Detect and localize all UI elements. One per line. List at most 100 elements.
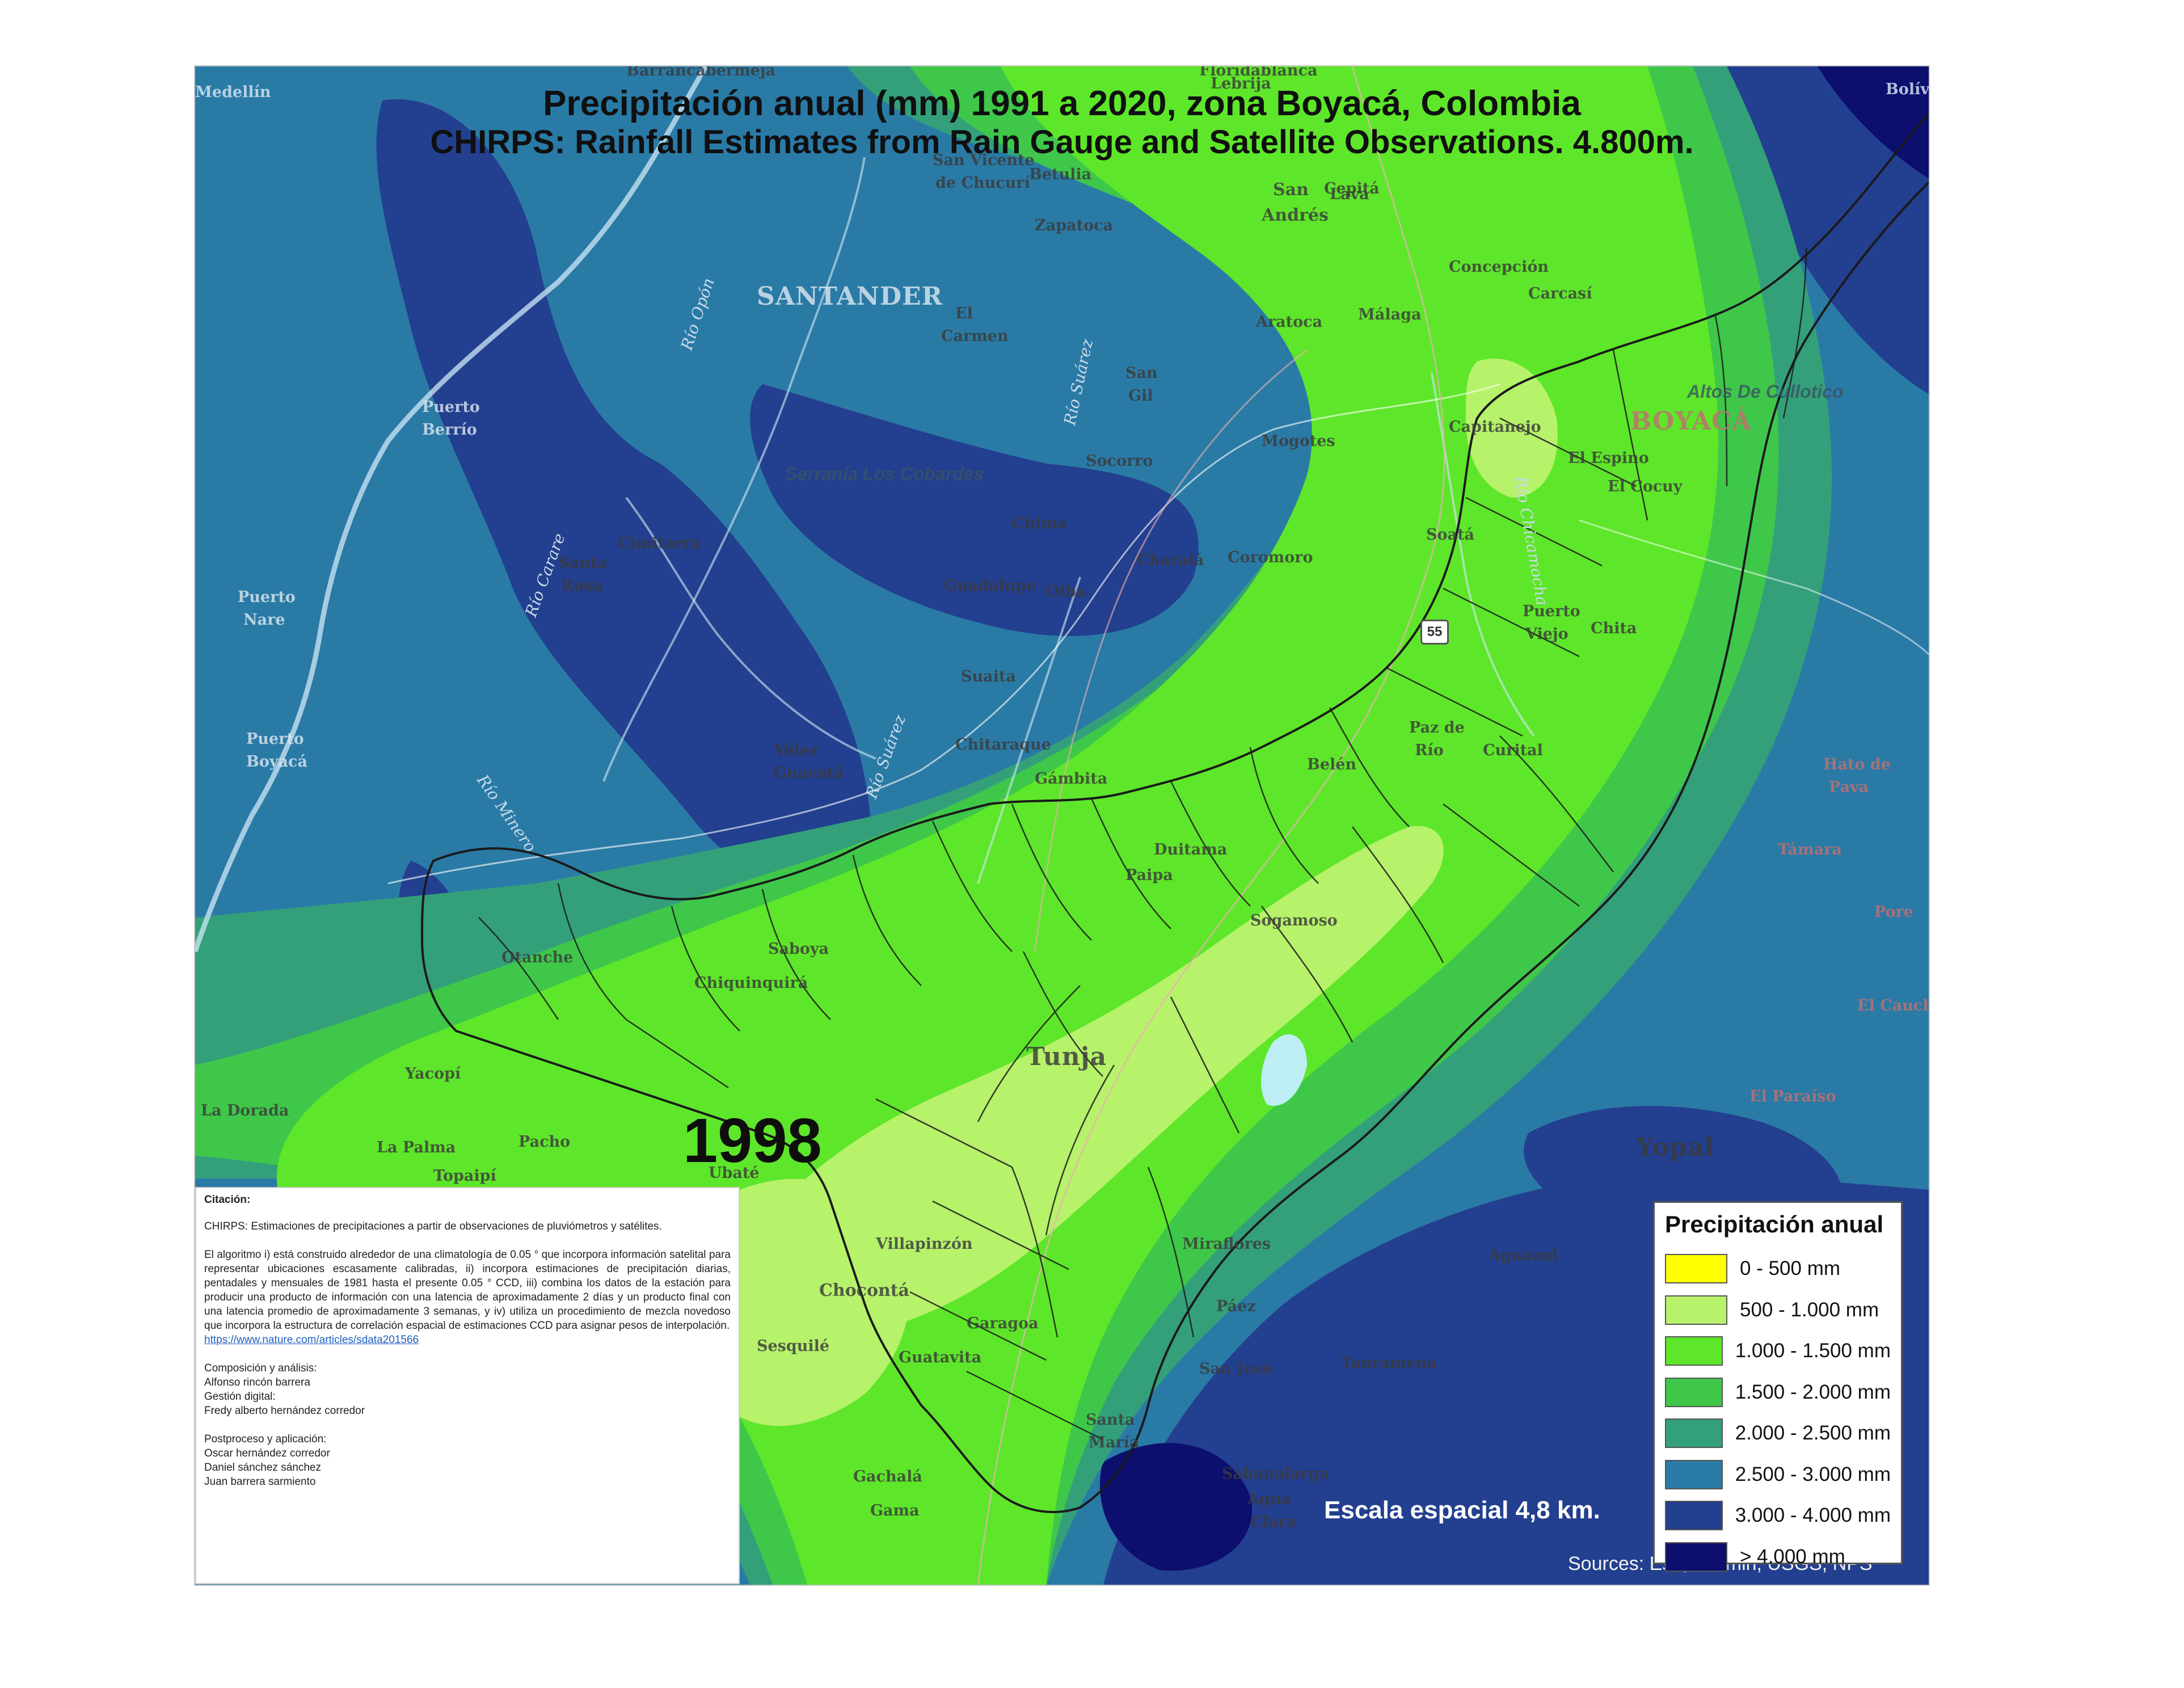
label-miraflores: Miraflores — [1182, 1235, 1271, 1253]
legend-label: 2.500 - 3.000 mm — [1735, 1463, 1891, 1485]
composition-name: Alfonso rincón barrera — [204, 1377, 310, 1388]
label-velez: Vélez — [774, 742, 819, 759]
legend-swatch — [1665, 1501, 1723, 1531]
digital-name: Fredy alberto hernández corredor — [204, 1405, 365, 1417]
label-santa-rosa-1: Santa — [558, 554, 608, 572]
label-zapatoca: Zapatoca — [1035, 217, 1113, 234]
label-yopal: Yopal — [1636, 1133, 1714, 1162]
zone-3000-4000-cobardes — [750, 384, 1199, 636]
legend-swatch — [1665, 1336, 1723, 1366]
legend-title: Precipitación anual — [1665, 1211, 1884, 1237]
label-san-andres-2: Andrés — [1262, 205, 1329, 225]
label-chita: Chita — [1591, 620, 1637, 637]
label-charala: Charalá — [1137, 552, 1204, 569]
label-hato-1: Hato de — [1823, 756, 1891, 773]
citation-box: Citación: CHIRPS: Estimaciones de precip… — [195, 1187, 740, 1584]
zone-over-4000-northeast — [1818, 66, 1929, 179]
river-suarez — [977, 576, 1081, 884]
label-san-andres-1: San — [1273, 180, 1309, 200]
label-carcasi: Carcasí — [1528, 285, 1592, 302]
label-tunja: Tunja — [1026, 1042, 1107, 1071]
label-puerto-berrio-2: Berrío — [422, 421, 477, 439]
label-agua-clara-1: Agua — [1247, 1491, 1291, 1508]
legend-swatch — [1665, 1295, 1727, 1325]
citation-paragraph: El algoritmo i) está construido alrededo… — [204, 1249, 731, 1332]
label-otanche: Otanche — [501, 949, 574, 966]
department-boundary-santander — [387, 383, 1500, 885]
legend-item: 500 - 1.000 mm — [1665, 1290, 1891, 1331]
label-sogamoso: Sogamoso — [1250, 912, 1338, 929]
label-guavata: Guavatá — [774, 764, 844, 782]
label-el-carmen-1: El — [955, 305, 973, 322]
label-yacopi: Yacopí — [405, 1065, 461, 1083]
label-paipa: Paipa — [1125, 866, 1173, 884]
label-choconta: Chocontá — [819, 1281, 910, 1300]
label-capitanejo: Capitanejo — [1449, 418, 1541, 436]
legend-item: 3.000 - 4.000 mm — [1665, 1495, 1891, 1537]
label-puerto-viejo-2: Viejo — [1525, 625, 1569, 643]
legend-item: 1.500 - 2.000 mm — [1665, 1372, 1891, 1413]
citation-line1: CHIRPS: Estimaciones de precipitaciones … — [204, 1220, 662, 1232]
label-belen: Belén — [1307, 756, 1357, 773]
label-guadalupe: Guadalupe — [944, 577, 1036, 595]
postprocess-name-3: Juan barrera sarmiento — [204, 1476, 316, 1488]
legend-item: 0 - 500 mm — [1665, 1248, 1891, 1290]
label-curital: Curital — [1483, 742, 1543, 759]
river-carare — [625, 496, 876, 760]
digital-label: Gestión digital: — [204, 1391, 276, 1403]
label-altos-de-cullotico: Altos De Cullotico — [1687, 381, 1844, 402]
legend-item: > 4.000 mm — [1665, 1537, 1891, 1578]
label-san-vicente-1: San Vicente — [933, 151, 1035, 169]
legend-swatch — [1665, 1459, 1723, 1489]
legend-label: 3.000 - 4.000 mm — [1735, 1504, 1891, 1527]
label-cepita: Cepitá — [1324, 180, 1380, 197]
legend-label: 1.000 - 1.500 mm — [1735, 1340, 1891, 1362]
citation-heading: Citación: — [204, 1194, 251, 1206]
zone-500-1000-central — [759, 826, 1444, 1337]
label-san-vicente-2: de Chucurí — [935, 174, 1030, 192]
label-boyaca: BOYACÁ — [1630, 407, 1752, 436]
legend-label: 2.000 - 2.500 mm — [1735, 1422, 1891, 1445]
label-paez: Páez — [1216, 1298, 1256, 1315]
legend-item: 2.500 - 3.000 mm — [1665, 1454, 1891, 1496]
label-el-cocuy: El Cocuy — [1608, 478, 1683, 495]
label-paz-de-rio-1: Paz de — [1409, 719, 1465, 736]
label-saboya: Saboya — [768, 940, 829, 958]
label-duitama: Duitama — [1154, 841, 1228, 858]
legend-label: 1.500 - 2.000 mm — [1735, 1380, 1891, 1403]
label-betulia: Betulia — [1029, 166, 1092, 183]
label-villapinzon: Villapinzón — [876, 1235, 973, 1253]
label-bolivar: Bolív — [1886, 81, 1930, 98]
label-santa-maria-2: María — [1089, 1434, 1140, 1451]
zone-over-4000-south — [1099, 1443, 1253, 1571]
label-sabanalarga: Sabanalarga — [1222, 1465, 1329, 1483]
label-san-gil-2: Gil — [1128, 387, 1153, 405]
label-santa-maria-1: Santa — [1086, 1411, 1135, 1429]
legend-label: 0 - 500 mm — [1740, 1257, 1840, 1280]
label-mogotes: Mogotes — [1262, 432, 1335, 450]
label-puerto-boyaca-2: Boyacá — [246, 753, 307, 771]
label-oiba: Oiba — [1046, 583, 1086, 600]
postprocess-name-1: Oscar hernández corredor — [204, 1447, 330, 1459]
label-san-gil-1: San — [1125, 364, 1158, 382]
label-chiquinquira: Chiquinquirá — [694, 974, 808, 992]
zone-500-1000-ubate — [698, 1178, 910, 1426]
label-el-paraiso: El Paraíso — [1749, 1088, 1836, 1105]
label-aguazul: Aguazul — [1489, 1247, 1558, 1264]
label-san-jose: San José — [1199, 1360, 1273, 1378]
label-la-palma: La Palma — [377, 1139, 456, 1156]
legend: Precipitación anual 0 - 500 mm 500 - 1.0… — [1653, 1201, 1903, 1572]
label-medellin: Medellín — [195, 83, 271, 101]
label-el-cauca: El Cauch — [1857, 997, 1930, 1015]
secondary-road — [1034, 349, 1308, 952]
label-topaipi: Topaipí — [433, 1167, 496, 1185]
river-chicamocha — [1431, 372, 1535, 737]
postprocess-name-2: Daniel sánchez sánchez — [204, 1462, 321, 1474]
postprocess-label: Postproceso y aplicación: — [204, 1433, 327, 1445]
label-lebrija: Lebrija — [1211, 75, 1271, 92]
map-frame[interactable]: Precipitación anual (mm) 1991 a 2020, zo… — [194, 65, 1930, 1586]
main-road — [977, 66, 1445, 1585]
map-title: Precipitación anual (mm) 1991 a 2020, zo… — [543, 84, 1581, 123]
legend-item: 1.000 - 1.500 mm — [1665, 1331, 1891, 1372]
citation-link[interactable]: https://www.nature.com/articles/sdata201… — [204, 1334, 419, 1346]
